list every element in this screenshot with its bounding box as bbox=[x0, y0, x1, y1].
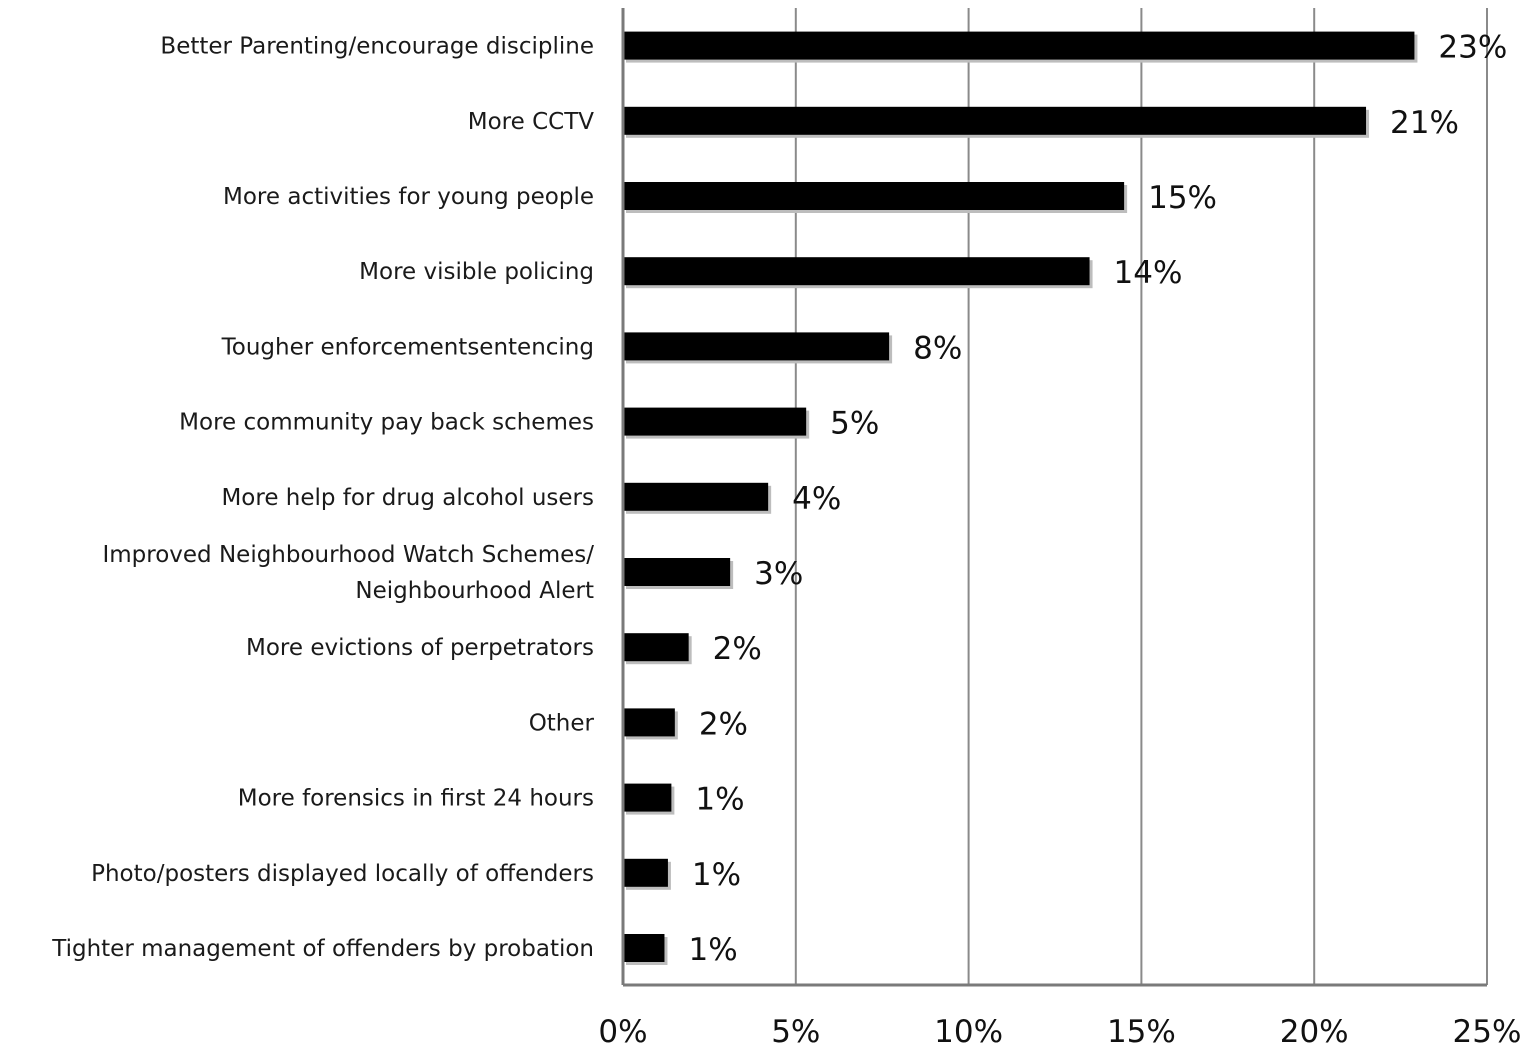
data-label: 3% bbox=[754, 556, 803, 592]
category-label-line: More evictions of perpetrators bbox=[246, 635, 594, 661]
x-tick-label: 20% bbox=[1280, 1014, 1349, 1049]
category-label: More visible policing bbox=[359, 259, 594, 285]
category-label-line: More community pay back schemes bbox=[179, 410, 594, 436]
axes bbox=[621, 8, 1487, 987]
category-label: More evictions of perpetrators bbox=[246, 635, 594, 661]
bar bbox=[623, 482, 769, 511]
data-label: 1% bbox=[688, 932, 737, 968]
x-tick-labels: 0% 5% 10% 15% 20% 25% bbox=[598, 1014, 1521, 1049]
category-label-line: More activities for young people bbox=[223, 184, 594, 210]
category-label-line: More CCTV bbox=[468, 109, 594, 135]
category-label-line: Tighter management of offenders by proba… bbox=[51, 936, 594, 962]
data-label: 23% bbox=[1438, 30, 1507, 66]
category-label-line: More help for drug alcohol users bbox=[221, 485, 594, 511]
category-label-line: Better Parenting/encourage discipline bbox=[160, 34, 594, 60]
category-label: Tighter management of offenders by proba… bbox=[51, 936, 594, 962]
data-label: 5% bbox=[830, 406, 879, 442]
data-label: 1% bbox=[695, 782, 744, 818]
category-label-line: Photo/posters displayed locally of offen… bbox=[91, 861, 594, 887]
x-tick-label: 25% bbox=[1453, 1014, 1522, 1049]
data-label: 1% bbox=[692, 857, 741, 893]
category-label-line: Tougher enforcementsentencing bbox=[221, 334, 594, 360]
data-label: 2% bbox=[713, 631, 762, 667]
bar bbox=[623, 708, 675, 737]
data-label: 4% bbox=[792, 481, 841, 517]
data-labels: 23% 21% 15% 14% 8% 5% 4% 3% 2% 2% 1% 1% 1% bbox=[688, 30, 1507, 968]
bar bbox=[623, 407, 807, 436]
bar bbox=[623, 783, 672, 812]
category-label: More activities for young people bbox=[223, 184, 594, 210]
x-tick-label: 5% bbox=[771, 1014, 820, 1049]
data-label: 2% bbox=[699, 706, 748, 742]
bar bbox=[623, 182, 1125, 210]
x-tick-label: 15% bbox=[1107, 1014, 1176, 1049]
x-tick-label: 10% bbox=[934, 1014, 1003, 1049]
data-label: 8% bbox=[913, 330, 962, 366]
bar bbox=[623, 633, 689, 662]
bars bbox=[623, 31, 1418, 965]
category-label: More forensics in first 24 hours bbox=[238, 786, 594, 812]
category-label-line: More forensics in first 24 hours bbox=[238, 786, 594, 812]
category-label-line: Improved Neighbourhood Watch Schemes/ bbox=[102, 542, 594, 568]
data-label: 21% bbox=[1390, 105, 1459, 141]
bar bbox=[623, 257, 1090, 286]
category-label: Photo/posters displayed locally of offen… bbox=[91, 861, 594, 887]
x-tick-label: 0% bbox=[598, 1014, 647, 1049]
bar bbox=[623, 858, 668, 887]
category-label-line: More visible policing bbox=[359, 259, 594, 285]
data-label: 14% bbox=[1114, 255, 1183, 291]
category-label-line: Neighbourhood Alert bbox=[355, 578, 594, 604]
category-labels: Better Parenting/encourage discipline Mor… bbox=[51, 34, 594, 962]
category-label-line: Other bbox=[529, 710, 595, 736]
category-label: Other bbox=[529, 710, 595, 736]
category-label: More CCTV bbox=[468, 109, 594, 135]
bar bbox=[623, 934, 665, 962]
bar bbox=[623, 558, 731, 586]
category-label: Better Parenting/encourage discipline bbox=[160, 34, 594, 60]
category-label: More community pay back schemes bbox=[179, 410, 594, 436]
bar bbox=[623, 332, 890, 361]
data-label: 15% bbox=[1148, 180, 1217, 216]
category-label: Tougher enforcementsentencing bbox=[221, 334, 594, 360]
bar bbox=[623, 31, 1415, 60]
category-label: Improved Neighbourhood Watch Schemes/Nei… bbox=[102, 542, 594, 604]
bar bbox=[623, 106, 1367, 135]
grid-lines bbox=[794, 8, 1488, 985]
category-label: More help for drug alcohol users bbox=[221, 485, 594, 511]
